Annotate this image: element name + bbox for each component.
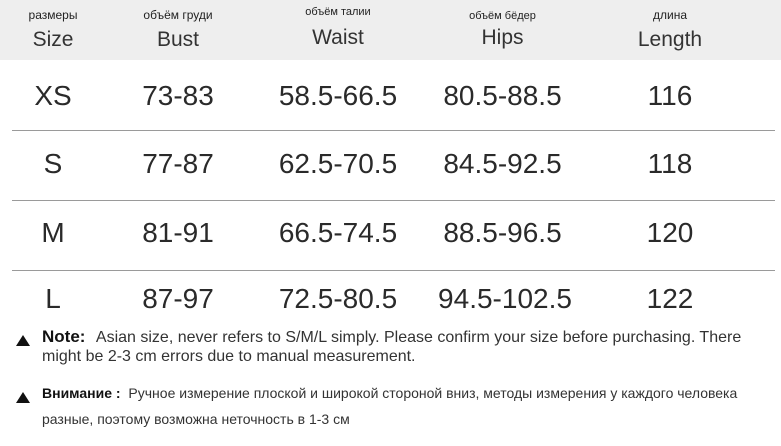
header-bust: объём груди Bust — [118, 8, 238, 52]
cell-hips: 88.5-96.5 — [443, 217, 562, 248]
header-hips: объём бёдер Hips — [440, 10, 565, 50]
header-size-ru: размеры — [28, 8, 78, 22]
row-divider — [12, 200, 775, 201]
cell-length: 118 — [647, 148, 693, 179]
header-size: размеры Size — [18, 8, 88, 52]
header-hips-en: Hips — [481, 26, 524, 49]
row-divider — [12, 130, 775, 131]
cell-length: 122 — [646, 283, 694, 314]
table-header: размеры Size объём груди Bust объём тали… — [0, 0, 781, 60]
note-label: Note: — [42, 327, 86, 346]
cell-hips: 94.5-102.5 — [438, 283, 572, 314]
note-text: Asian size, never refers to S/M/L simply… — [42, 329, 742, 365]
cell-hips: 84.5-92.5 — [443, 148, 562, 179]
cell-size: M — [41, 217, 65, 248]
row-divider — [12, 270, 775, 271]
header-waist-ru: объём талии — [305, 6, 371, 18]
cell-size: L — [45, 283, 61, 314]
cell-waist: 66.5-74.5 — [278, 217, 398, 248]
cell-bust: 77-87 — [142, 148, 214, 179]
header-size-en: Size — [32, 28, 74, 51]
warning-triangle-icon — [16, 335, 30, 346]
header-waist-en: Waist — [312, 26, 364, 49]
header-length-ru: длина — [652, 8, 687, 22]
cell-bust: 73-83 — [142, 80, 214, 111]
note-text: Ручное измерение плоской и широкой сторо… — [42, 385, 738, 427]
cell-bust: 87-97 — [142, 283, 214, 314]
header-bust-en: Bust — [156, 28, 200, 51]
cell-size: XS — [34, 80, 72, 111]
cell-length: 120 — [646, 217, 694, 248]
warning-triangle-icon — [16, 392, 30, 403]
cell-hips: 80.5-88.5 — [443, 80, 562, 111]
header-waist: объём талии Waist — [268, 6, 408, 50]
header-hips-ru: объём бёдер — [469, 10, 536, 22]
cell-waist: 72.5-80.5 — [278, 283, 398, 314]
cell-size: S — [43, 148, 63, 179]
cell-bust: 81-91 — [142, 217, 214, 248]
header-length-en: Length — [637, 28, 703, 51]
header-length: длина Length — [615, 8, 725, 52]
note-label: Внимание : — [42, 385, 121, 401]
cell-length: 116 — [647, 80, 693, 111]
cell-waist: 62.5-70.5 — [278, 148, 398, 179]
cell-waist: 58.5-66.5 — [278, 80, 398, 111]
header-bust-ru: объём груди — [143, 8, 213, 22]
